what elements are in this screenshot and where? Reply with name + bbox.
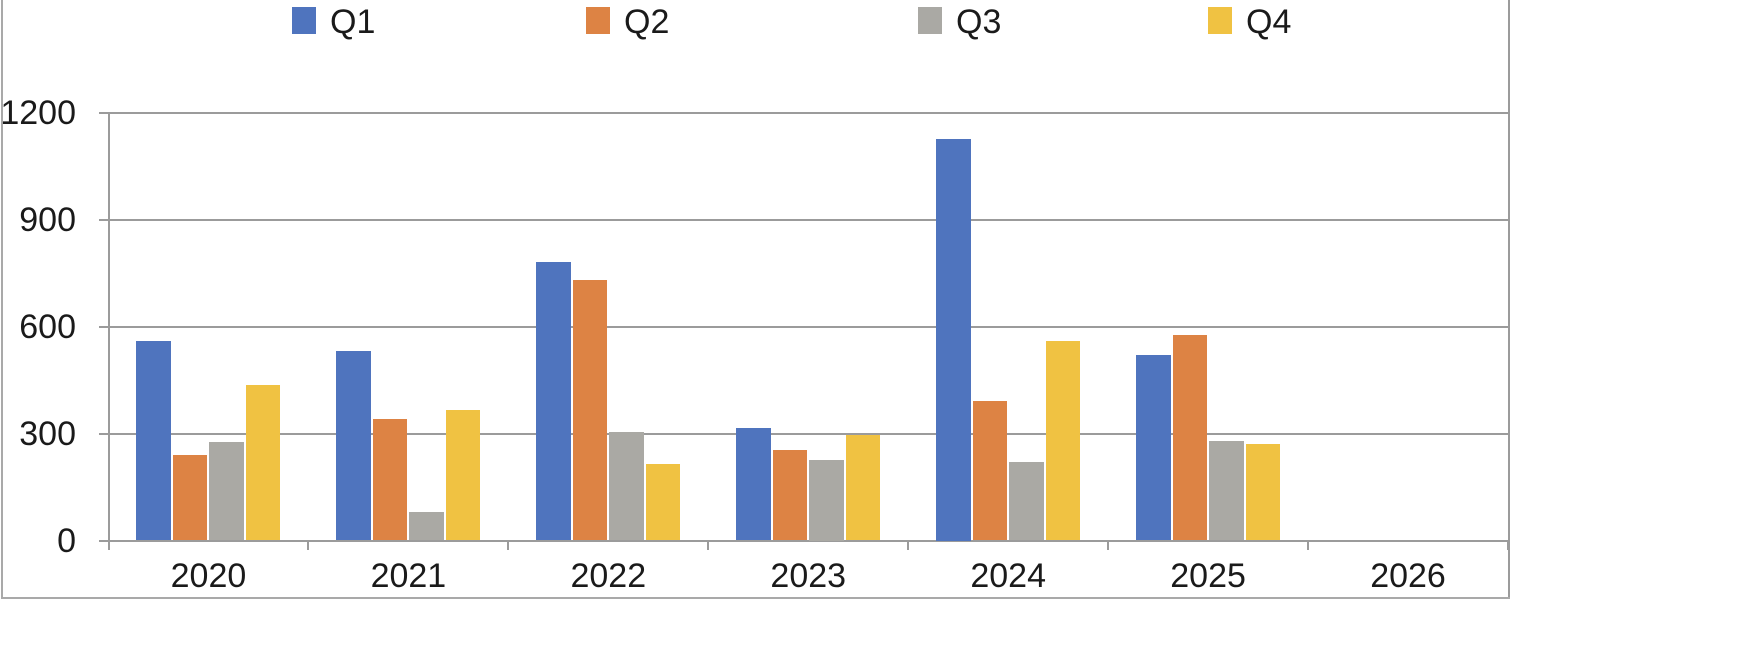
x-axis-line xyxy=(98,539,1508,542)
bar-2025-q1[interactable] xyxy=(1136,355,1171,541)
bar-2023-q4[interactable] xyxy=(845,435,881,541)
y-tick-label-1200: 1200 xyxy=(0,93,76,132)
x-tick-label-2022: 2022 xyxy=(570,557,647,595)
x-tick-label-2023: 2023 xyxy=(770,557,847,595)
legend-item-q3[interactable]: Q3 xyxy=(918,5,1038,39)
bar-2022-q4[interactable] xyxy=(645,463,681,541)
x-axis-tick-6 xyxy=(1307,540,1310,550)
bar-2021-q3[interactable] xyxy=(409,511,444,541)
legend-label-q4: Q4 xyxy=(1246,3,1292,41)
legend-swatch-q1-icon xyxy=(292,7,316,34)
chart-frame-bottom-border xyxy=(1,597,1510,599)
bar-2024-q2[interactable] xyxy=(972,401,1008,541)
bar-2020-q4[interactable] xyxy=(245,385,281,541)
bar-2022-q1[interactable] xyxy=(536,262,571,541)
bar-2021-q2[interactable] xyxy=(372,419,408,541)
legend-swatch-q3-icon xyxy=(918,7,942,34)
x-tick-label-2021: 2021 xyxy=(370,557,447,595)
x-axis-tick-3 xyxy=(707,540,710,550)
bar-2024-q1[interactable] xyxy=(936,139,971,541)
legend-label-q3: Q3 xyxy=(956,3,1002,41)
bar-2023-q3[interactable] xyxy=(809,460,844,541)
chart-frame-right-border xyxy=(1508,0,1510,598)
y-axis-line xyxy=(107,112,110,550)
bar-2023-q1[interactable] xyxy=(736,428,771,541)
x-axis-tick-2 xyxy=(507,540,510,550)
x-tick-label-2026: 2026 xyxy=(1370,557,1446,595)
bar-2024-q4[interactable] xyxy=(1045,340,1081,541)
x-axis-tick-5 xyxy=(1107,540,1110,550)
x-axis-tick-7 xyxy=(1507,540,1509,550)
y-tick-label-600: 600 xyxy=(19,307,76,346)
x-tick-label-2025: 2025 xyxy=(1170,557,1246,595)
legend-label-q2: Q2 xyxy=(624,3,670,41)
legend-item-q1[interactable]: Q1 xyxy=(292,5,412,39)
bar-2025-q4[interactable] xyxy=(1245,444,1281,541)
bar-2021-q4[interactable] xyxy=(445,410,481,541)
bar-2020-q1[interactable] xyxy=(136,340,171,541)
gridline-600 xyxy=(98,325,1508,328)
legend-label-q1: Q1 xyxy=(330,3,376,41)
bar-2023-q2[interactable] xyxy=(772,449,808,541)
x-tick-label-2024: 2024 xyxy=(970,557,1046,595)
x-tick-label-2020: 2020 xyxy=(170,557,247,595)
bar-2024-q3[interactable] xyxy=(1009,462,1044,541)
gridline-300 xyxy=(98,432,1508,435)
legend-item-q4[interactable]: Q4 xyxy=(1208,5,1328,39)
bar-2022-q3[interactable] xyxy=(609,431,644,541)
legend-swatch-q2-icon xyxy=(586,7,610,34)
y-tick-label-0: 0 xyxy=(57,521,76,560)
legend-swatch-q4-icon xyxy=(1208,7,1232,34)
bar-2021-q1[interactable] xyxy=(336,351,371,541)
y-tick-label-900: 900 xyxy=(19,200,76,239)
gridline-900 xyxy=(98,218,1508,221)
legend-item-q2[interactable]: Q2 xyxy=(586,5,706,39)
x-axis-tick-4 xyxy=(907,540,910,550)
bar-2025-q2[interactable] xyxy=(1172,335,1208,541)
gridline-1200 xyxy=(98,111,1508,114)
bar-2020-q3[interactable] xyxy=(209,442,244,541)
chart-frame-left-border xyxy=(1,0,3,598)
bar-2020-q2[interactable] xyxy=(172,454,208,541)
bar-2022-q2[interactable] xyxy=(572,280,608,541)
bar-2025-q3[interactable] xyxy=(1209,440,1244,541)
y-tick-label-300: 300 xyxy=(19,414,76,453)
x-axis-tick-1 xyxy=(307,540,310,550)
